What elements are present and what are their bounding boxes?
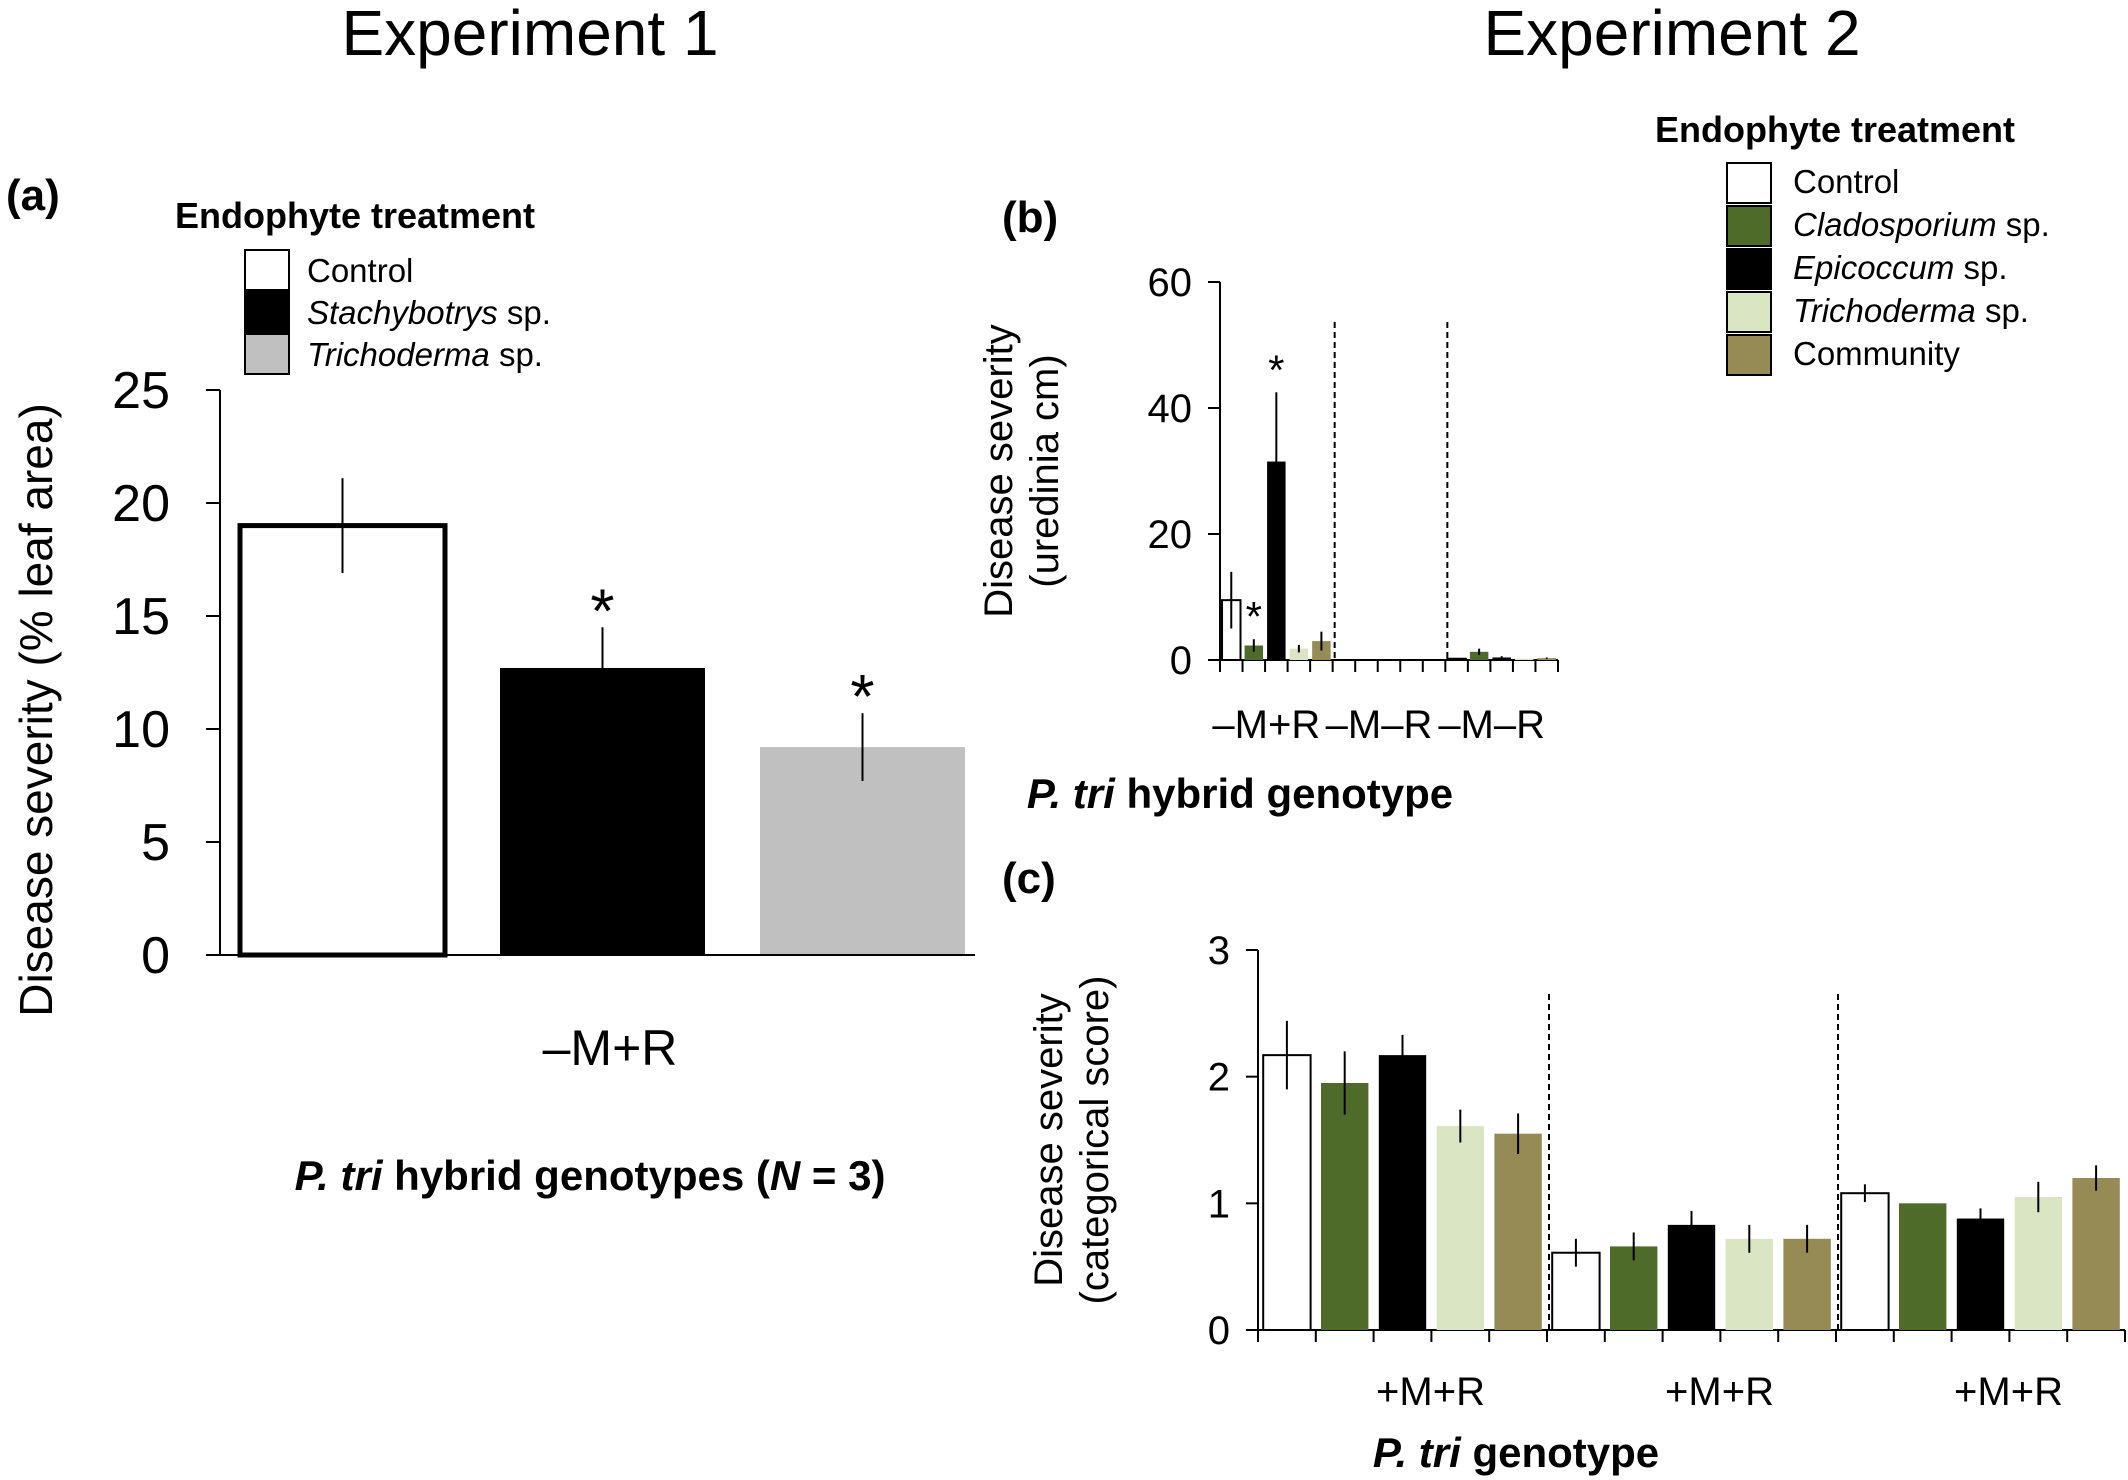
x-category-label: +M+R <box>1665 1370 1774 1414</box>
bar <box>2014 1197 2062 1330</box>
legend-title: Endophyte treatment <box>175 195 535 236</box>
y-tick-label: 1 <box>1208 1182 1230 1226</box>
bar <box>1436 1126 1484 1330</box>
bar <box>500 667 705 955</box>
y-tick-label: 10 <box>112 701 170 759</box>
legend-label: Epicoccum sp. <box>1793 249 2008 286</box>
panel-c: 0 1 2 3 +M+R +M+R +M+R (c) Disease severity(cate… <box>1002 854 2126 1476</box>
panel-a-label: (a) <box>6 171 60 220</box>
bar <box>1840 1192 1890 1331</box>
legend-swatch <box>1726 162 1772 204</box>
bar <box>1469 651 1489 660</box>
experiment-2-heading: Experiment 2 <box>1483 0 1860 69</box>
y-tick-label: 3 <box>1208 929 1230 973</box>
legend-bc: Endophyte treatment Control Cladosporium s… <box>1655 109 2050 376</box>
bar <box>237 523 448 958</box>
x-category-label: +M+R <box>1376 1370 1485 1414</box>
y-tick-label: 60 <box>1148 261 1193 305</box>
x-category-label: –M+R <box>543 1020 678 1076</box>
legend-label: Stachybotrys sp. <box>307 294 551 331</box>
legend-label: Control <box>307 252 413 289</box>
bar <box>1446 657 1467 661</box>
bar <box>1267 461 1286 660</box>
experiment-1-heading: Experiment 1 <box>341 0 718 69</box>
legend-label: Control <box>1793 163 1899 200</box>
bar <box>1289 648 1309 660</box>
bar <box>1899 1203 1947 1330</box>
bar <box>2072 1178 2120 1330</box>
bar <box>1321 1083 1369 1330</box>
significance-mark: * <box>850 663 874 732</box>
legend-label: Trichoderma sp. <box>1793 292 2029 329</box>
y-tick-label: 20 <box>112 475 170 533</box>
bar <box>1262 1054 1312 1331</box>
x-category-label: +M+R <box>1954 1370 2063 1414</box>
y-axis-title: Disease severity(categorical score) <box>1027 975 1117 1304</box>
significance-mark: * <box>1268 346 1284 393</box>
y-axis-title: Disease severity(uredinia cm) <box>977 324 1067 617</box>
y-tick-label: 0 <box>1208 1309 1230 1353</box>
legend-a: Endophyte treatment Control Stachybotrys s… <box>175 195 551 375</box>
x-axis-title: P. tri hybrid genotypes (N = 3) <box>295 1152 886 1199</box>
legend-swatch <box>244 333 290 375</box>
y-axis-title: Disease severity (% leaf area) <box>10 403 62 1017</box>
panel-c-label: (c) <box>1002 854 1056 903</box>
bar <box>1494 1133 1542 1330</box>
legend-label: Community <box>1793 335 1960 372</box>
y-tick-label: 20 <box>1148 513 1193 557</box>
legend-swatch <box>1726 248 1772 290</box>
y-tick-label: 0 <box>141 927 170 985</box>
bar <box>1725 1238 1773 1330</box>
x-axis-title: P. tri hybrid genotype <box>1027 770 1453 817</box>
x-category-label: –M–R <box>1326 703 1433 747</box>
bar <box>1956 1218 2005 1330</box>
panel-b-label: (b) <box>1002 193 1058 242</box>
legend-swatch <box>1726 291 1772 333</box>
bar <box>1783 1238 1831 1330</box>
y-tick-label: 2 <box>1208 1056 1230 1100</box>
legend-title: Endophyte treatment <box>1655 109 2015 150</box>
y-tick-label: 15 <box>112 588 170 646</box>
legend-swatch <box>1726 205 1772 247</box>
bar <box>1514 658 1534 660</box>
bar <box>1537 658 1556 660</box>
panel-a: (a) 0 5 10 15 20 25 * * –M+R Disease severity (% l… <box>6 171 975 1199</box>
x-axis-title: P. tri genotype <box>1373 1429 1659 1476</box>
y-tick-label: 40 <box>1148 387 1193 431</box>
legend-swatch <box>1726 334 1772 376</box>
x-category-label: –M+R <box>1212 703 1320 747</box>
y-tick-label: 5 <box>141 814 170 872</box>
bar <box>1378 1055 1427 1330</box>
significance-mark: * <box>590 577 614 646</box>
legend-label: Trichoderma sp. <box>307 336 543 373</box>
y-tick-label: 25 <box>112 362 170 420</box>
legend-label: Cladosporium sp. <box>1793 206 2050 243</box>
bar <box>1244 645 1264 660</box>
bar <box>1667 1224 1716 1330</box>
legend-swatch <box>244 291 290 333</box>
significance-mark: * <box>1246 593 1262 640</box>
legend-swatch <box>244 249 290 291</box>
bar <box>760 747 965 955</box>
y-tick-label: 0 <box>1170 639 1192 683</box>
x-category-label: –M–R <box>1438 703 1545 747</box>
